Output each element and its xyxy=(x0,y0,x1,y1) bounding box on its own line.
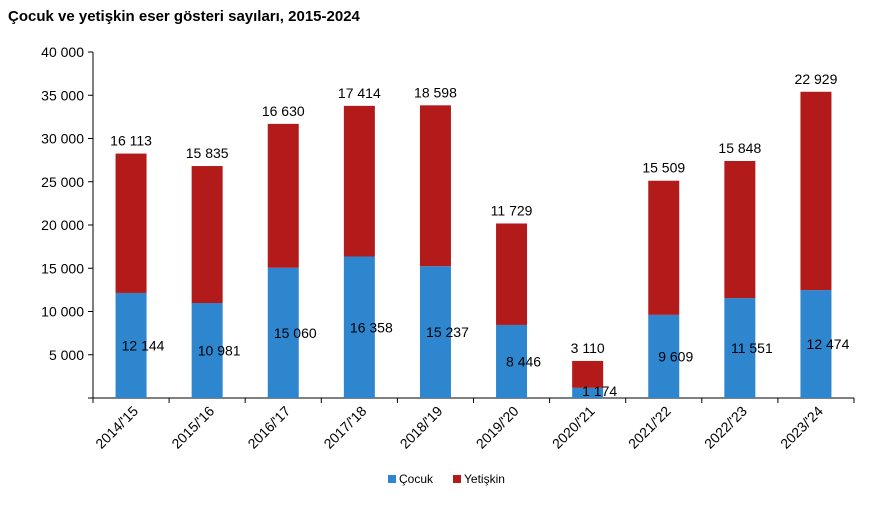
bar-cocuk xyxy=(267,267,299,398)
legend-swatch-cocuk xyxy=(388,475,396,483)
bar-yetiskin xyxy=(572,360,604,388)
data-label-yetiskin: 15 848 xyxy=(718,140,761,156)
data-label-cocuk: 10 981 xyxy=(198,343,241,359)
x-tick-label: 2014/'15 xyxy=(92,403,141,452)
bar-cocuk xyxy=(724,298,756,398)
data-label-yetiskin: 15 835 xyxy=(186,145,229,161)
y-axis-ticks: 5 000 10 000 15 000 20 000 25 000 30 000 35 00… xyxy=(41,44,93,399)
data-label-yetiskin: 16 630 xyxy=(262,103,305,119)
data-labels: 16 113 12 144 15 835 10 981 16 630 15 060 17 4… xyxy=(110,71,849,399)
bars xyxy=(115,91,832,398)
y-tick-label: 5 000 xyxy=(49,347,84,363)
data-label-cocuk: 1 174 xyxy=(582,383,617,399)
legend: Çocuk Yetişkin xyxy=(388,472,505,486)
y-tick-label: 35 000 xyxy=(41,87,84,103)
chart-title: Çocuk ve yetişkin eser gösteri sayıları,… xyxy=(8,8,360,25)
y-tick-label: 25 000 xyxy=(41,174,84,190)
bar-yetiskin xyxy=(800,91,832,291)
x-tick-label: 2020/'21 xyxy=(549,403,598,452)
bar-cocuk xyxy=(572,387,604,398)
data-label-yetiskin: 11 729 xyxy=(491,202,533,218)
x-axis-ticks: 2014/'15 2015/'16 2016/'17 2017/'18 2018/'19… xyxy=(92,398,855,452)
data-label-cocuk: 15 060 xyxy=(274,325,317,341)
x-tick-label: 2015/'16 xyxy=(168,403,217,452)
bar-cocuk xyxy=(115,292,147,398)
bar-cocuk xyxy=(648,314,680,398)
bar-yetiskin xyxy=(343,105,375,257)
data-label-yetiskin: 3 110 xyxy=(571,340,605,356)
y-tick-label: 40 000 xyxy=(41,44,84,60)
bar-yetiskin xyxy=(267,123,299,268)
x-tick-label: 2021/'22 xyxy=(625,403,674,452)
bar-yetiskin xyxy=(724,160,756,299)
bar-cocuk xyxy=(496,324,528,398)
bar-yetiskin xyxy=(115,153,147,293)
bar-cocuk xyxy=(191,303,223,398)
bar-yetiskin xyxy=(648,180,680,315)
data-label-yetiskin: 16 113 xyxy=(110,133,152,149)
bar-cocuk xyxy=(800,290,832,398)
legend-label-yetiskin: Yetişkin xyxy=(464,472,505,486)
x-tick-label: 2023/'24 xyxy=(777,403,826,452)
data-label-cocuk: 15 237 xyxy=(426,324,469,340)
x-tick-label: 2022/'23 xyxy=(701,403,750,452)
data-label-yetiskin: 18 598 xyxy=(414,84,457,100)
data-label-yetiskin: 17 414 xyxy=(338,85,381,101)
data-label-yetiskin: 22 929 xyxy=(795,71,838,87)
bar-yetiskin xyxy=(191,166,223,304)
x-tick-label: 2017/'18 xyxy=(320,403,369,452)
y-tick-label: 10 000 xyxy=(41,304,84,320)
y-tick-label: 15 000 xyxy=(41,260,84,276)
data-label-cocuk: 8 446 xyxy=(506,353,541,369)
x-tick-label: 2016/'17 xyxy=(244,403,293,452)
y-tick-label: 20 000 xyxy=(41,217,84,233)
legend-swatch-yetiskin xyxy=(453,475,461,483)
bar-cocuk xyxy=(343,256,375,398)
x-tick-label: 2019/'20 xyxy=(473,403,522,452)
legend-label-cocuk: Çocuk xyxy=(399,472,434,486)
y-tick-label: 30 000 xyxy=(41,131,84,147)
data-label-cocuk: 16 358 xyxy=(350,319,393,335)
bar-yetiskin xyxy=(419,105,451,267)
x-tick-label: 2018/'19 xyxy=(397,403,446,452)
data-label-cocuk: 11 551 xyxy=(731,340,773,356)
bar-cocuk xyxy=(419,266,451,398)
data-label-cocuk: 12 474 xyxy=(807,336,850,352)
data-label-yetiskin: 15 509 xyxy=(642,160,685,176)
data-label-cocuk: 12 144 xyxy=(122,337,165,353)
bar-yetiskin xyxy=(496,223,528,325)
data-label-cocuk: 9 609 xyxy=(658,348,693,364)
